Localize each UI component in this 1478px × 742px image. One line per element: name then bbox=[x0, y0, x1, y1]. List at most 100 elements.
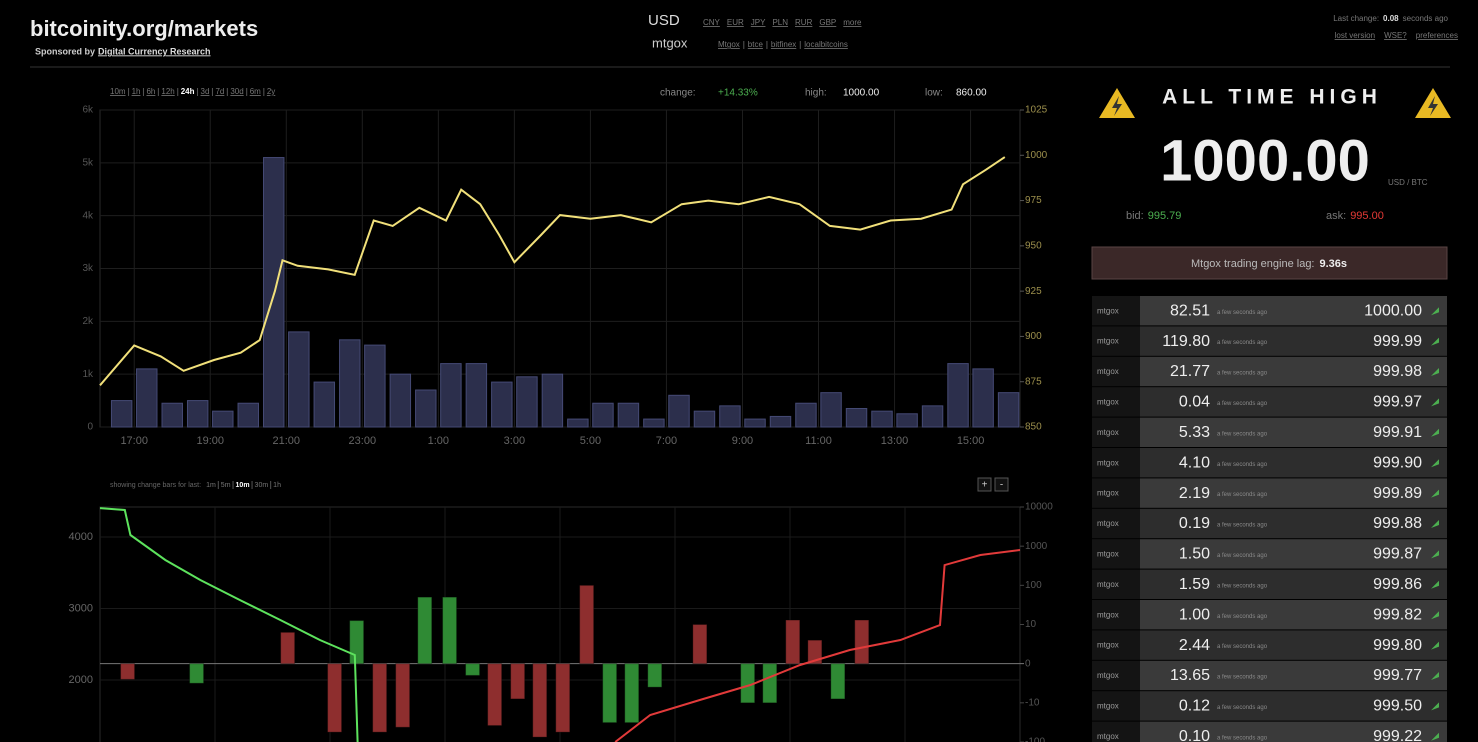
trade-exchange: mtgox bbox=[1097, 489, 1119, 498]
volume-bar bbox=[516, 376, 538, 428]
exchange-link[interactable]: Mtgox bbox=[718, 40, 740, 49]
change-bar bbox=[830, 663, 846, 700]
x-tick-label: 1:00 bbox=[428, 435, 449, 447]
header-link[interactable]: preferences bbox=[1416, 31, 1458, 40]
period-link[interactable]: 30m bbox=[255, 482, 269, 489]
trade-price: 999.50 bbox=[1373, 698, 1422, 715]
timespan-link[interactable]: 12h bbox=[161, 87, 174, 96]
x-tick-label: 17:00 bbox=[120, 435, 148, 447]
trade-price: 999.89 bbox=[1373, 485, 1422, 502]
trade-exchange: mtgox bbox=[1097, 337, 1119, 346]
zoom-in[interactable]: + bbox=[982, 480, 988, 491]
y2-tick-label: 10000 bbox=[1025, 502, 1053, 513]
period-caption: showing change bars for last: bbox=[110, 482, 201, 489]
trade-price: 999.98 bbox=[1373, 363, 1422, 380]
volume-bar bbox=[643, 418, 665, 428]
currency-link[interactable]: RUR bbox=[795, 18, 813, 27]
currency-link[interactable]: CNY bbox=[703, 18, 721, 27]
volume-bar bbox=[896, 413, 918, 428]
volume-bar bbox=[972, 368, 994, 428]
y2-tick-label: 950 bbox=[1025, 240, 1042, 251]
y2-tick-label: 1000 bbox=[1025, 150, 1048, 161]
exchange-link[interactable]: bitfinex bbox=[771, 40, 796, 49]
currency-link[interactable]: JPY bbox=[751, 18, 766, 27]
exchange-link[interactable]: localbitcoins bbox=[804, 40, 848, 49]
trade-amount: 82.51 bbox=[1170, 302, 1210, 319]
trade-up-arrow bbox=[1431, 550, 1439, 559]
timespan-link[interactable]: 10m bbox=[110, 87, 126, 96]
trade-time: a few seconds ago bbox=[1217, 675, 1268, 681]
y2-tick-label: 10 bbox=[1025, 619, 1037, 630]
trade-price: 999.91 bbox=[1373, 424, 1422, 441]
x-tick-label: 7:00 bbox=[656, 435, 677, 447]
trade-exchange: mtgox bbox=[1097, 610, 1119, 619]
zoom-button[interactable] bbox=[994, 477, 1009, 492]
timespan-link[interactable]: 1h bbox=[132, 87, 141, 96]
trade-time: a few seconds ago bbox=[1217, 644, 1268, 650]
trade-exchange-cell bbox=[1092, 721, 1140, 742]
lag-value: 9.36s bbox=[1320, 258, 1348, 270]
trade-price: 999.82 bbox=[1373, 606, 1422, 623]
trade-exchange: mtgox bbox=[1097, 398, 1119, 407]
currency-link[interactable]: EUR bbox=[727, 18, 744, 27]
period-link[interactable]: 10m bbox=[236, 482, 250, 489]
trade-row bbox=[1140, 448, 1447, 478]
trade-exchange: mtgox bbox=[1097, 702, 1119, 711]
volume-bar bbox=[237, 402, 259, 428]
y-tick-label: 2k bbox=[82, 316, 94, 327]
trade-up-arrow bbox=[1431, 368, 1439, 376]
currency-link[interactable]: GBP bbox=[819, 18, 836, 27]
header-link[interactable]: lost version bbox=[1335, 31, 1375, 40]
trade-time: a few seconds ago bbox=[1217, 523, 1268, 529]
timespan-link[interactable]: 3d bbox=[201, 87, 210, 96]
period-link[interactable]: 5m bbox=[221, 482, 231, 489]
change-bar bbox=[442, 596, 458, 665]
trade-amount: 1.50 bbox=[1179, 546, 1210, 563]
period-link[interactable]: 1m bbox=[206, 482, 216, 489]
trade-exchange: mtgox bbox=[1097, 367, 1119, 376]
zoom-button[interactable] bbox=[977, 477, 992, 492]
zoom-out[interactable]: - bbox=[1000, 480, 1003, 491]
trade-price: 999.77 bbox=[1373, 667, 1422, 684]
volume-bar bbox=[465, 363, 488, 428]
trade-row bbox=[1140, 478, 1447, 508]
trade-exchange-cell bbox=[1092, 387, 1140, 417]
trade-exchange: mtgox bbox=[1097, 641, 1119, 650]
y-tick-label: 6k bbox=[82, 105, 94, 116]
currency-link[interactable]: PLN bbox=[772, 18, 788, 27]
header-link[interactable]: WSE? bbox=[1384, 31, 1407, 40]
timespan-link[interactable]: 24h bbox=[181, 87, 195, 96]
trade-amount: 1.00 bbox=[1179, 606, 1210, 623]
volume-bar bbox=[769, 415, 792, 428]
volume-bar bbox=[415, 389, 437, 428]
price-line bbox=[99, 156, 1006, 386]
trade-amount: 21.77 bbox=[1170, 363, 1210, 380]
exchange-link[interactable]: btce bbox=[748, 40, 764, 49]
timespan-link[interactable]: 2y bbox=[267, 87, 275, 96]
trade-up-arrow bbox=[1431, 611, 1439, 620]
trade-time: a few seconds ago bbox=[1217, 462, 1268, 468]
sponsor-link[interactable]: Digital Currency Research bbox=[98, 46, 211, 56]
change-bar bbox=[624, 663, 640, 724]
volume-bar bbox=[110, 400, 133, 428]
trade-exchange-cell bbox=[1092, 569, 1140, 599]
timespan-link[interactable]: 6m bbox=[250, 87, 261, 96]
period-link[interactable]: 1h bbox=[273, 482, 281, 489]
bid-value: 995.79 bbox=[1148, 210, 1182, 222]
y-tick-label: 2000 bbox=[69, 674, 93, 686]
timespan-link[interactable]: 6h bbox=[146, 87, 155, 96]
trade-up-arrow bbox=[1431, 580, 1439, 589]
timespan-link[interactable]: 30d bbox=[230, 87, 243, 96]
volume-bar bbox=[820, 392, 842, 428]
change-label: change: bbox=[660, 88, 696, 99]
timespan-link[interactable]: 7d bbox=[215, 87, 224, 96]
trade-price: 999.99 bbox=[1373, 333, 1422, 350]
currency-link[interactable]: more bbox=[843, 18, 862, 27]
trade-amount: 0.10 bbox=[1179, 728, 1210, 742]
trade-amount: 2.19 bbox=[1179, 485, 1210, 502]
y-tick-label: 1k bbox=[82, 369, 94, 380]
change-bar bbox=[189, 663, 205, 684]
trade-exchange: mtgox bbox=[1097, 519, 1119, 528]
trade-exchange: mtgox bbox=[1097, 428, 1119, 437]
